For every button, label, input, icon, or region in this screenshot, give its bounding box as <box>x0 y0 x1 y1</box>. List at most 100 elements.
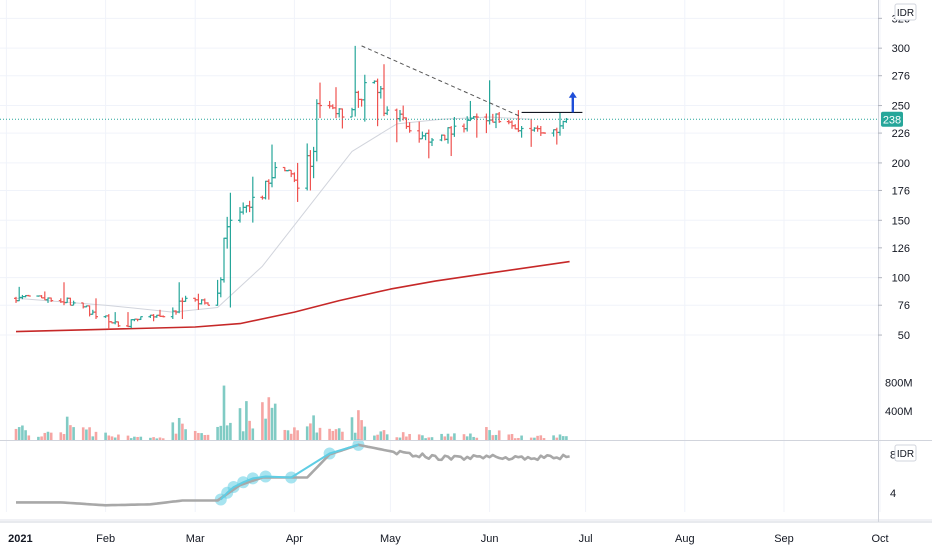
drawings-layer[interactable] <box>0 45 878 120</box>
time-tick-label: Apr <box>286 533 303 545</box>
time-axis[interactable]: 2021 Feb Mar Apr May Jun Jul Aug Sep Oct <box>8 533 888 545</box>
volume-bar <box>376 434 379 440</box>
time-tick-label: Sep <box>774 533 794 545</box>
volume-bar <box>245 401 248 440</box>
volume-bar <box>485 427 488 440</box>
price-tick-label: 276 <box>892 71 910 83</box>
volume-bar <box>229 422 232 440</box>
volume-bar <box>40 436 43 440</box>
volume-bar <box>497 430 501 440</box>
volume-bar <box>155 438 159 440</box>
time-tick-label: Jun <box>481 533 499 545</box>
volume-bar <box>517 437 520 440</box>
volume-bar <box>273 403 277 440</box>
volume-bar <box>446 433 450 440</box>
volume-bar <box>133 436 136 440</box>
volume-bar <box>286 430 290 440</box>
volume-bar <box>510 434 514 440</box>
volume-bar <box>65 416 69 440</box>
volume-bar <box>379 431 383 440</box>
volume-bar <box>129 438 133 440</box>
volume-bar <box>24 430 27 440</box>
volume-bar <box>533 437 536 440</box>
ohlc-bars <box>14 45 569 330</box>
trendline-dashed[interactable] <box>361 45 522 118</box>
volume-bar <box>136 436 139 440</box>
ohlc-bar <box>407 122 412 133</box>
volume-bar <box>69 425 72 440</box>
ohlc-bar <box>138 316 143 321</box>
volume-bar <box>270 407 274 440</box>
volume-bar <box>331 430 335 440</box>
price-tick-label: 250 <box>892 101 910 113</box>
volume-bar <box>88 427 91 440</box>
volume-bar <box>104 432 107 440</box>
volume-bar <box>337 428 341 440</box>
time-tick-label: May <box>380 533 401 545</box>
volume-bar <box>149 437 152 440</box>
volume-bar <box>177 417 181 440</box>
volume-bar <box>184 429 187 440</box>
volume-bar <box>443 436 447 440</box>
volume-bar <box>488 430 491 440</box>
volume-bar <box>449 436 453 440</box>
indicator-axis[interactable]: 48 <box>890 449 896 499</box>
volume-bar <box>113 437 117 440</box>
volume-bar <box>408 433 411 440</box>
volume-bar <box>520 435 523 440</box>
volume-bar <box>462 434 466 440</box>
volume-bar <box>261 402 264 440</box>
currency-label-indicator: IDR <box>897 449 914 460</box>
ohlc-bar <box>318 82 322 119</box>
volume-bar <box>475 437 479 440</box>
volume-bar <box>315 432 319 440</box>
volume-bar <box>161 438 165 440</box>
volume-bar <box>174 433 178 440</box>
time-tick-label: 2021 <box>8 533 32 545</box>
volume-axis[interactable]: 400M 800M <box>885 377 913 418</box>
currency-badges: IDR IDR <box>894 3 917 462</box>
indicator-highlight-line <box>220 443 359 501</box>
ohlc-bar <box>228 192 233 308</box>
volume-bar <box>46 431 50 440</box>
volume-bar <box>350 417 354 440</box>
price-tick-label: 76 <box>898 300 910 312</box>
ohlc-bar <box>340 108 345 129</box>
volume-bar <box>94 431 98 440</box>
volume-bar <box>296 430 299 440</box>
ohlc-bar <box>206 302 210 306</box>
currency-label-price: IDR <box>897 8 914 19</box>
volume-bar <box>293 427 296 440</box>
volume-bar <box>238 408 242 440</box>
volume-bar <box>469 433 472 440</box>
volume-bar <box>251 428 255 440</box>
price-tick-label: 176 <box>892 185 910 197</box>
volume-bar <box>382 430 386 440</box>
volume-bar <box>72 427 75 440</box>
ohlc-bar <box>273 162 278 179</box>
price-tick-label: 226 <box>892 128 910 140</box>
volume-bar <box>430 437 434 440</box>
volume-bar <box>561 436 565 440</box>
volume-bar <box>225 425 229 440</box>
breakout-arrow-head[interactable] <box>568 91 577 98</box>
ohlc-bar <box>183 295 188 302</box>
volume-bar <box>398 437 402 440</box>
volume-bar <box>91 436 95 440</box>
last-price-tag-background <box>881 111 903 127</box>
volume-tick-label: 800M <box>885 377 913 389</box>
volume-bar <box>248 420 251 440</box>
volume-bar <box>139 436 143 440</box>
moving-average-short-layer <box>15 116 532 313</box>
time-tick-label: Mar <box>186 533 205 545</box>
volume-bar <box>37 436 40 440</box>
volume-tick-label: 400M <box>885 406 913 418</box>
volume-bar <box>59 432 63 440</box>
volume-bar <box>283 429 287 440</box>
time-tick-label: Feb <box>96 533 115 545</box>
volume-bar <box>453 433 456 440</box>
ohlc-bar <box>519 126 524 138</box>
time-tick-label: Oct <box>871 533 888 545</box>
